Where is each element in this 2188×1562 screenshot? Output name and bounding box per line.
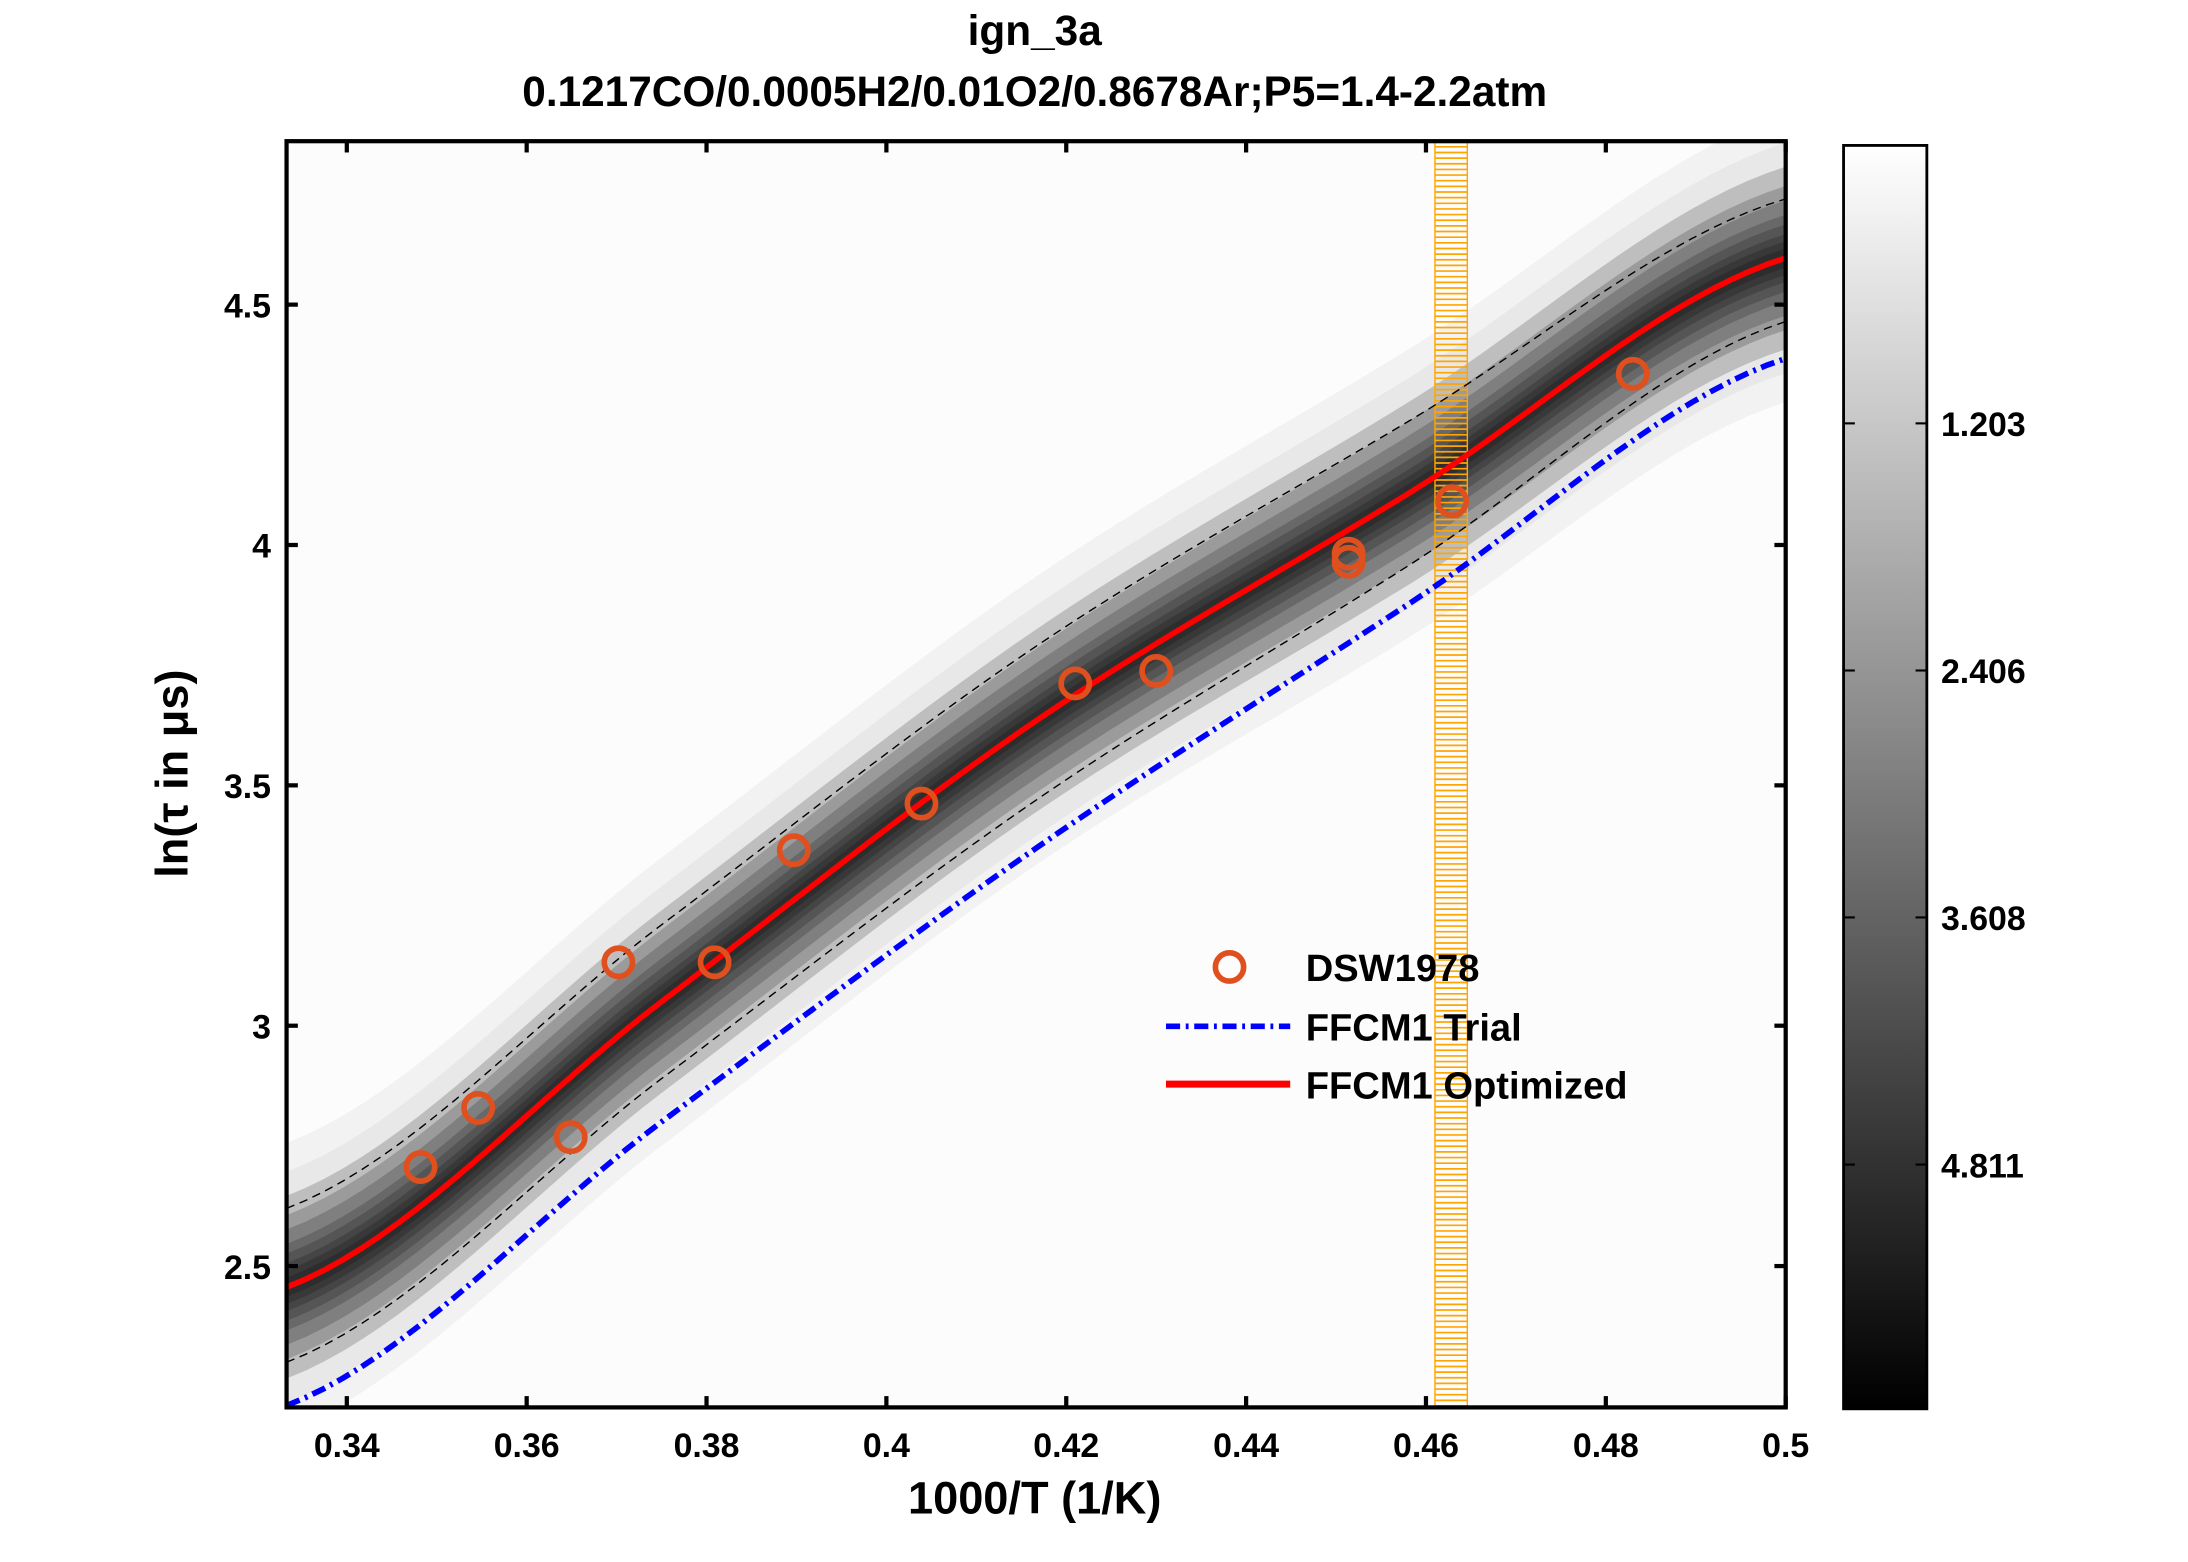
x-axis-label: 1000/T (1/K) bbox=[908, 1472, 1161, 1523]
heatmap-band bbox=[286, 141, 1786, 1408]
legend: DSW1978 FFCM1 Trial FFCM1 Optimized bbox=[1165, 948, 1628, 1107]
data-point-dsw1978 bbox=[553, 1120, 588, 1155]
heatmap-band bbox=[286, 224, 1786, 1321]
data-point-dsw1978 bbox=[776, 833, 811, 868]
legend-label-ffcm1-trial: FFCM1 Trial bbox=[1306, 1007, 1522, 1049]
data-point-dsw1978 bbox=[904, 786, 939, 821]
data-point-dsw1978 bbox=[1615, 356, 1650, 391]
y-tick-label: 3.5 bbox=[224, 768, 271, 806]
series-line-ffcm1-optimized bbox=[286, 255, 1786, 1290]
data-point-dsw1978 bbox=[461, 1090, 496, 1125]
heatmap-band bbox=[286, 142, 1786, 1403]
data-point-dsw1978 bbox=[601, 945, 636, 980]
colorbar-tick-label: 1.203 bbox=[1941, 406, 2026, 444]
series-line-ffcm1-trial bbox=[286, 355, 1786, 1408]
y-tick-label: 3 bbox=[252, 1008, 271, 1046]
lower-bound-line bbox=[286, 320, 1786, 1363]
x-tick-label: 0.46 bbox=[1393, 1427, 1459, 1465]
heatmap-band bbox=[286, 200, 1786, 1345]
x-tick-label: 0.4 bbox=[863, 1427, 910, 1465]
x-tick-label: 0.42 bbox=[1033, 1427, 1099, 1465]
heatmap bbox=[286, 141, 1786, 1408]
x-tick-label: 0.5 bbox=[1762, 1427, 1809, 1465]
colorbar-tick-label: 3.608 bbox=[1941, 900, 2026, 938]
x-tick-label: 0.48 bbox=[1573, 1427, 1639, 1465]
y-tick-label: 4.5 bbox=[224, 287, 271, 325]
x-tick-label: 0.34 bbox=[314, 1427, 380, 1465]
data-point-dsw1978 bbox=[697, 945, 732, 980]
plot-background bbox=[286, 141, 1786, 1408]
data-point-dsw1978 bbox=[1058, 666, 1093, 701]
heatmap-band bbox=[286, 166, 1786, 1379]
legend-marker-dsw1978 bbox=[1212, 950, 1247, 984]
plot-frame bbox=[284, 139, 1788, 1410]
data-point-dsw1978 bbox=[1139, 654, 1174, 688]
colorbar-tick-label: 4.811 bbox=[1941, 1147, 2024, 1185]
data-point-dsw1978 bbox=[403, 1150, 438, 1184]
colorbar bbox=[1842, 144, 1929, 1411]
y-tick-label: 4 bbox=[252, 528, 271, 566]
x-tick-label: 0.44 bbox=[1213, 1427, 1279, 1465]
chart-subtitle: 0.1217CO/0.0005H2/0.01O2/0.8678Ar;P5=1.4… bbox=[522, 68, 1547, 115]
chart-title: ign_3a bbox=[968, 7, 1103, 54]
x-tick-label: 0.38 bbox=[674, 1427, 740, 1465]
colorbar-tick-label: 2.406 bbox=[1941, 653, 2026, 691]
x-tick-label: 0.36 bbox=[494, 1427, 560, 1465]
heatmap-band bbox=[286, 233, 1786, 1312]
y-tick-label: 2.5 bbox=[224, 1249, 271, 1287]
data-point-dsw1978 bbox=[1435, 484, 1469, 519]
y-axis-label: ln(τ in μs) bbox=[147, 669, 198, 877]
legend-label-dsw1978: DSW1978 bbox=[1306, 948, 1480, 990]
heatmap-band bbox=[286, 185, 1786, 1360]
legend-label-ffcm1-optimized: FFCM1 Optimized bbox=[1306, 1065, 1628, 1107]
data-point-dsw1978 bbox=[1331, 544, 1366, 579]
upper-bound-line bbox=[286, 198, 1786, 1210]
highlight-band bbox=[1434, 141, 1469, 1408]
heatmap-band bbox=[286, 241, 1786, 1305]
